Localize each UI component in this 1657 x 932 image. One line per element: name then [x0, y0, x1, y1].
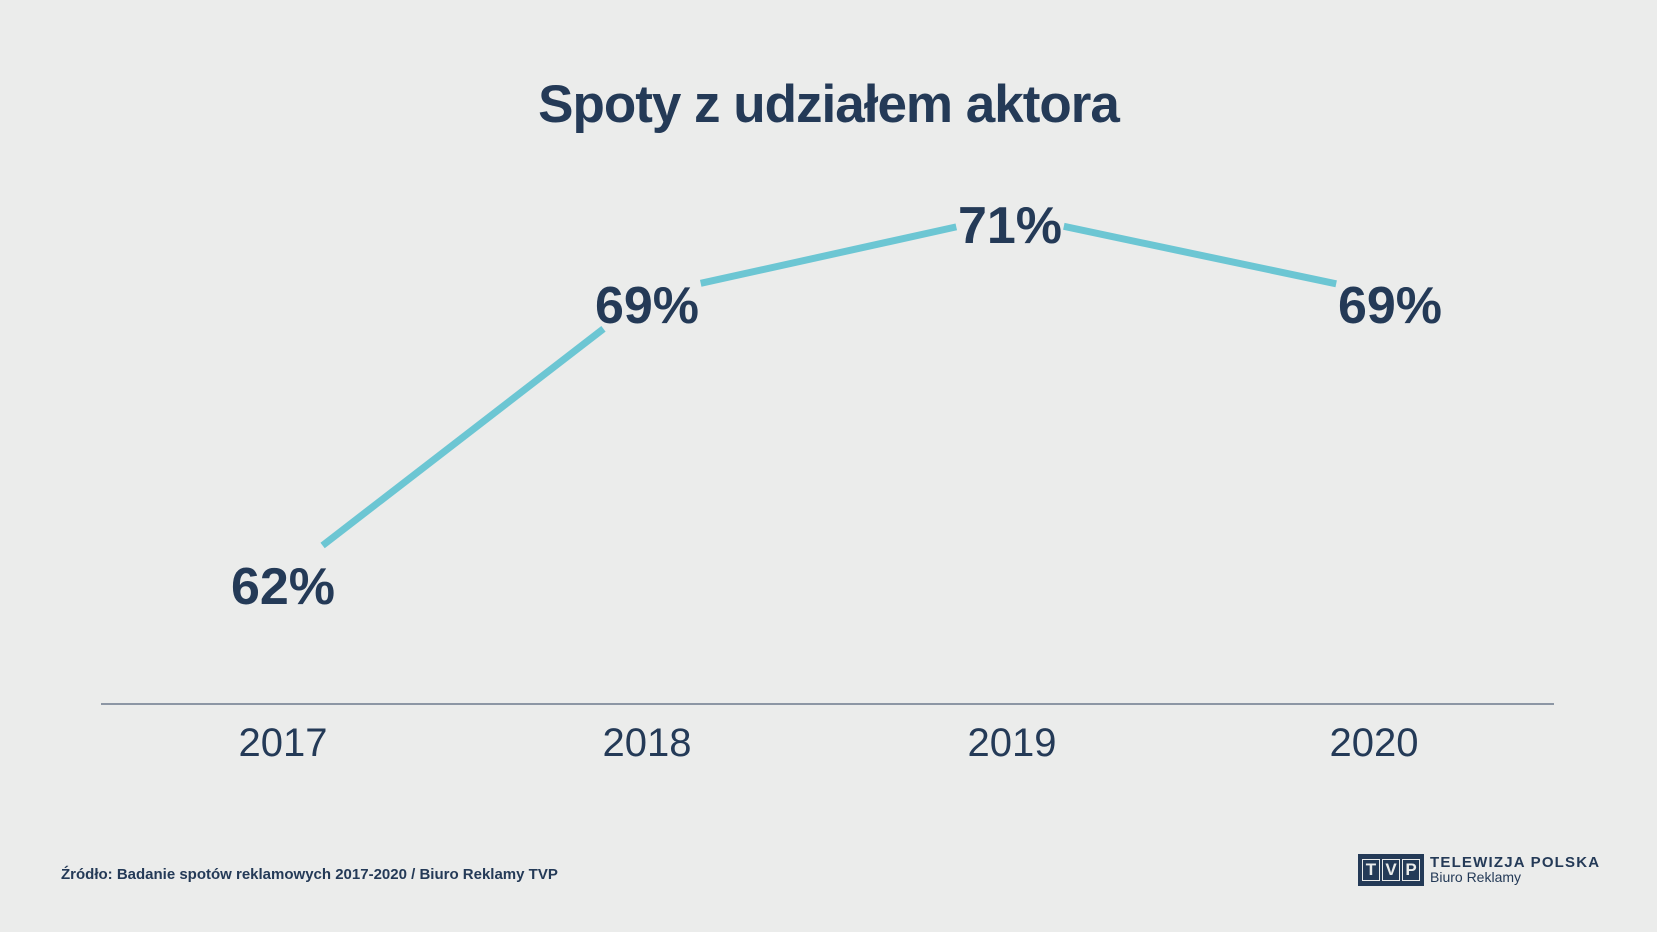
x-tick-label: 2018 [603, 721, 692, 765]
line-segment [320, 326, 606, 549]
source-note: Źródło: Badanie spotów reklamowych 2017-… [61, 866, 558, 883]
data-label: 69% [1338, 277, 1442, 335]
x-tick-label: 2019 [968, 721, 1057, 765]
logo-title: TELEWIZJA POLSKA [1430, 854, 1601, 871]
series-line [320, 222, 1337, 549]
data-label: 71% [958, 197, 1062, 255]
line-segment [1063, 222, 1337, 288]
line-segment [699, 223, 958, 287]
logo-letter: T [1362, 859, 1380, 881]
logo-letter: V [1382, 859, 1400, 881]
x-tick-label: 2020 [1330, 721, 1419, 765]
logo-subtitle: Biuro Reklamy [1430, 869, 1522, 885]
x-tick-label: 2017 [239, 721, 328, 765]
data-label: 62% [231, 558, 335, 616]
chart-title: Spoty z udziałem aktora [538, 75, 1120, 134]
data-label: 69% [595, 277, 699, 335]
logo-letter: P [1402, 859, 1420, 881]
tvp-logo: T V P TELEWIZJA POLSKA Biuro Reklamy [1358, 854, 1600, 886]
tvp-logo-mark: T V P [1358, 854, 1424, 886]
